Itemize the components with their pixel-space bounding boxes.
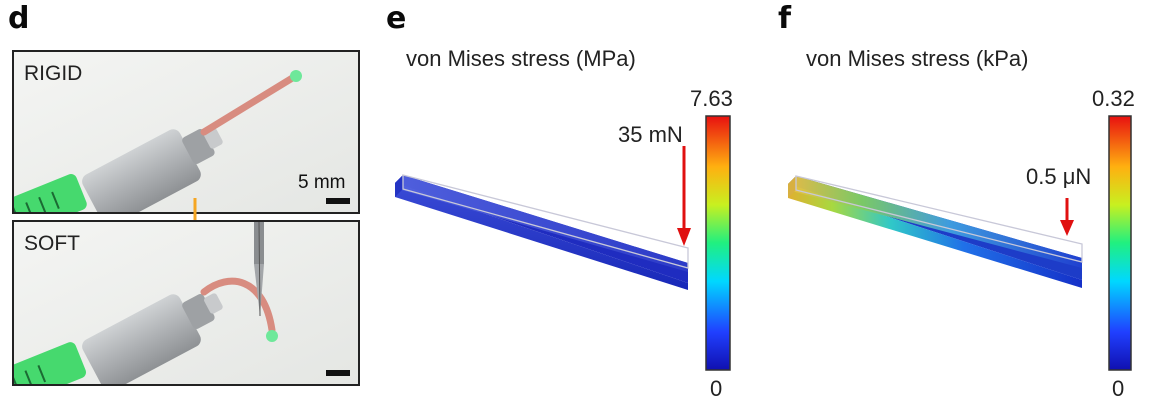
rigid-label: RIGID xyxy=(24,62,83,85)
panel-e-title: von Mises stress (MPa) xyxy=(406,46,636,71)
beam-f xyxy=(788,175,1083,288)
soft-label: SOFT xyxy=(24,232,80,255)
force-label-e: 35 mN xyxy=(618,122,683,147)
syringe-soft xyxy=(14,342,86,384)
syringe-rigid xyxy=(14,174,87,212)
scale-bar-soft xyxy=(326,370,350,376)
rigid-photo-illustration xyxy=(14,52,358,212)
probe-tip-rigid xyxy=(290,70,302,82)
soft-photo-illustration xyxy=(14,222,358,384)
rigid-photo: RIGID 5 mm xyxy=(12,50,360,214)
colorbar-f-max: 0.32 xyxy=(1092,86,1135,111)
panel-letter-f: f xyxy=(778,1,792,36)
cylinder-soft xyxy=(82,293,223,384)
colorbar-f-min: 0 xyxy=(1112,376,1125,401)
panel-letter-e: e xyxy=(386,1,407,36)
probe-soft xyxy=(200,277,276,334)
probe-tip-soft xyxy=(266,330,278,342)
soft-photo: SOFT xyxy=(12,220,360,386)
scale-bar-text: 5 mm xyxy=(298,172,346,193)
scale-bar-rigid xyxy=(326,198,350,204)
colorbar-e-max: 7.63 xyxy=(690,86,733,111)
panel-letter-d: d xyxy=(8,1,30,36)
colorbar-f xyxy=(1108,115,1132,371)
needle xyxy=(254,222,264,317)
panel-f-title: von Mises stress (kPa) xyxy=(806,46,1029,71)
force-label-f: 0.5 μN xyxy=(1026,164,1092,189)
colorbar-e-min: 0 xyxy=(710,376,723,401)
colorbar-e xyxy=(705,115,731,371)
cylinder-rigid xyxy=(82,128,223,212)
probe-rigid xyxy=(200,73,298,136)
beam-e xyxy=(395,174,689,290)
